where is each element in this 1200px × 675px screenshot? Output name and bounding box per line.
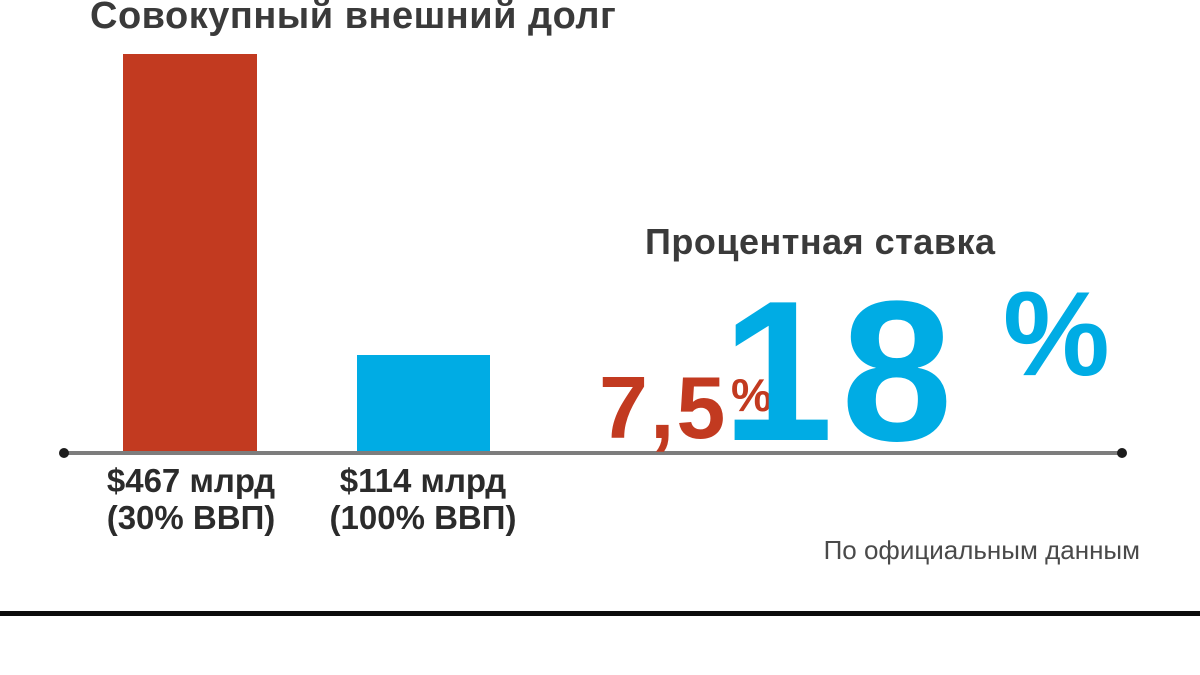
debt-bar-blue [357, 355, 490, 452]
source-note: По официальным данным [823, 535, 1140, 565]
axis-endpoint-dot-left [59, 448, 69, 458]
axis-endpoint-dot-right [1117, 448, 1127, 458]
rate-high-percent-sign: % [1003, 267, 1110, 401]
debt-value-blue: $114 млрд [339, 462, 507, 499]
rate-low-value: 7,5 [599, 358, 728, 457]
debt-bar-label-blue: $114 млрд (100% ВВП) [313, 462, 533, 536]
x-axis-line [64, 451, 1122, 455]
rate-low-percent-sign: % [731, 369, 772, 421]
debt-bar-label-red: $467 млрд (30% ВВП) [81, 462, 301, 536]
debt-share-blue: (100% ВВП) [329, 499, 517, 536]
rate-high-value: 18 [722, 260, 961, 483]
interest-rate-title: Процентная ставка [645, 221, 996, 262]
debt-bar-red [123, 54, 257, 452]
debt-value-red: $467 млрд [106, 462, 276, 499]
bottom-separator-line [0, 611, 1200, 616]
debt-chart-title: Совокупный внешний долг [90, 0, 617, 37]
debt-share-red: (30% ВВП) [106, 499, 276, 536]
